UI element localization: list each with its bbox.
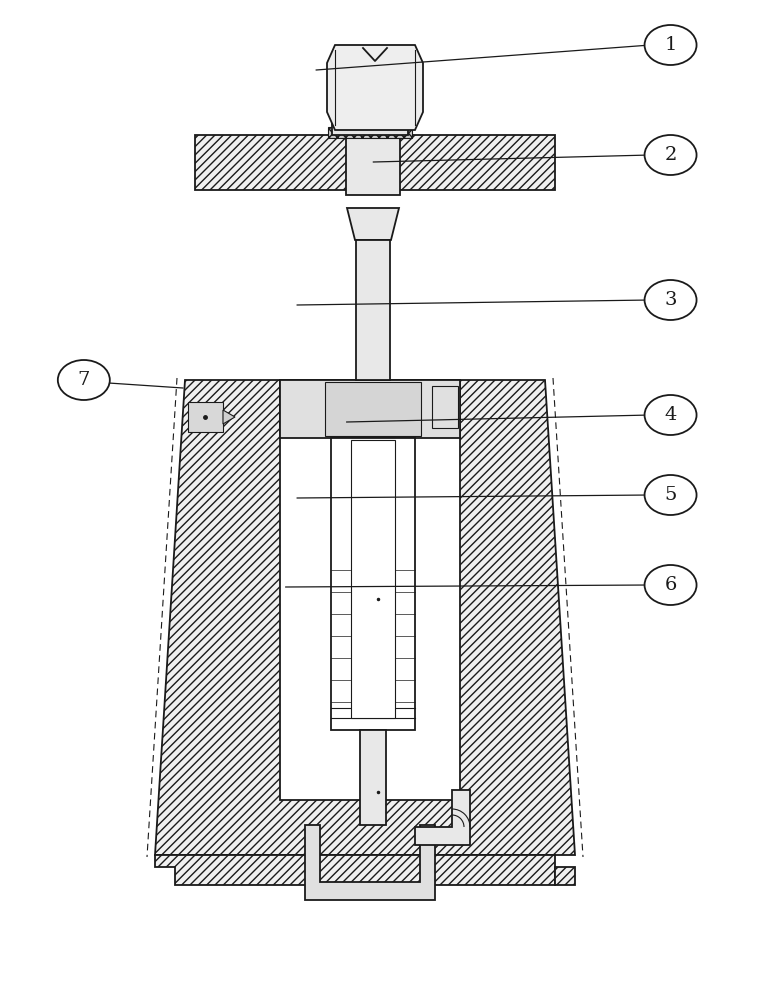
Bar — [351, 440, 395, 718]
Text: 4: 4 — [664, 406, 677, 424]
Text: 1: 1 — [664, 36, 677, 54]
Bar — [280, 380, 460, 438]
Polygon shape — [327, 45, 423, 130]
Text: 6: 6 — [664, 576, 677, 594]
Polygon shape — [223, 410, 235, 424]
Bar — [325, 382, 421, 436]
Bar — [346, 130, 400, 195]
Polygon shape — [305, 825, 435, 900]
Ellipse shape — [645, 25, 696, 65]
Bar — [356, 240, 390, 380]
Polygon shape — [195, 135, 555, 190]
Bar — [280, 380, 460, 800]
Text: 7: 7 — [78, 371, 90, 389]
Ellipse shape — [645, 280, 696, 320]
Text: 5: 5 — [664, 486, 677, 504]
Polygon shape — [555, 867, 575, 885]
Bar — [332, 123, 408, 135]
Ellipse shape — [645, 135, 696, 175]
Text: 3: 3 — [664, 291, 677, 309]
Ellipse shape — [645, 475, 696, 515]
Polygon shape — [328, 127, 412, 138]
Ellipse shape — [58, 360, 110, 400]
Text: 2: 2 — [664, 146, 677, 164]
Bar — [360, 730, 386, 825]
Bar — [188, 402, 223, 432]
Polygon shape — [347, 208, 399, 240]
Bar — [432, 386, 458, 428]
Ellipse shape — [645, 565, 696, 605]
Ellipse shape — [645, 395, 696, 435]
Polygon shape — [415, 790, 470, 845]
Polygon shape — [155, 380, 575, 855]
Bar — [331, 438, 415, 730]
Polygon shape — [155, 855, 555, 885]
